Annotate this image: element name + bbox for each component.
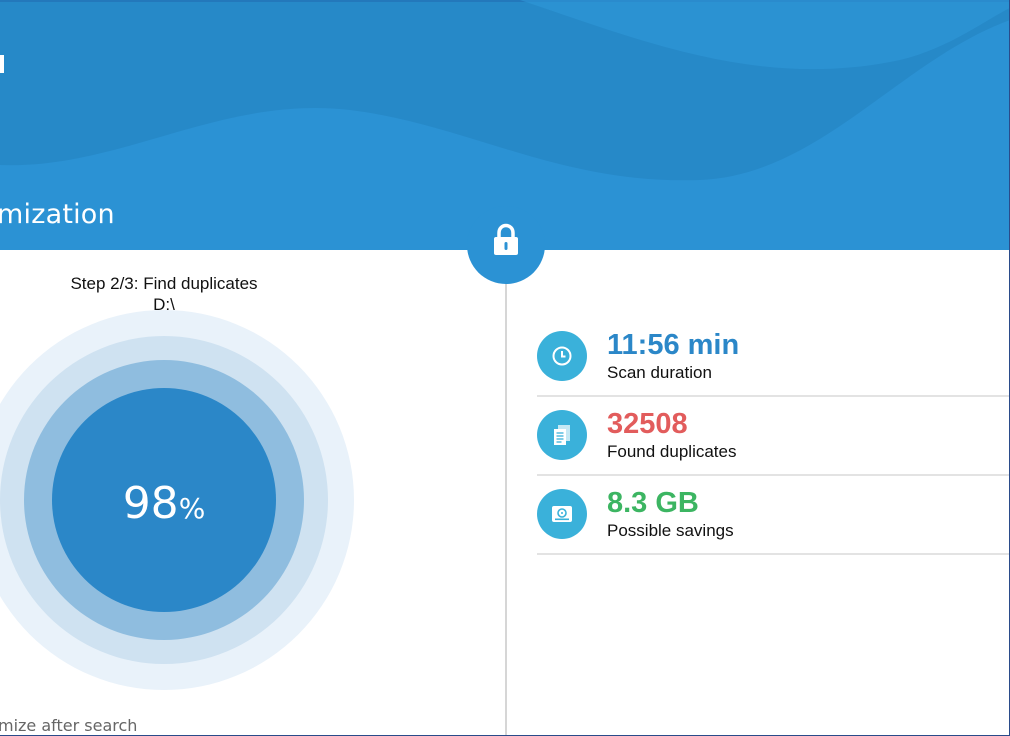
stat-label: Found duplicates — [607, 442, 737, 461]
stat-value: 32508 — [607, 408, 688, 440]
progress-percent-sign: % — [178, 492, 206, 525]
step-label: Step 2/3: Find duplicates — [70, 274, 258, 293]
stat-found-duplicates: 32508 Found duplicates — [537, 397, 1010, 476]
header-banner: mization — [0, 0, 1010, 250]
header-wave-decoration — [0, 0, 1010, 181]
progress-percent: 98% — [52, 478, 276, 529]
header-logo-fragment — [0, 55, 4, 73]
clock-icon — [537, 331, 587, 381]
documents-icon — [537, 410, 587, 460]
stat-label: Possible savings — [607, 521, 734, 540]
hard-drive-icon — [537, 489, 587, 539]
stat-value: 8.3 GB — [607, 487, 699, 519]
scan-path: D:\ — [153, 295, 175, 314]
progress-percent-value: 98 — [122, 478, 179, 529]
stat-label: Scan duration — [607, 363, 712, 382]
page-title: mization — [0, 199, 115, 230]
stat-possible-savings: 8.3 GB Possible savings — [537, 476, 1010, 555]
optimize-after-search-option[interactable]: mize after search — [0, 716, 138, 735]
stat-value: 11:56 min — [607, 329, 740, 361]
panel-divider — [505, 284, 507, 736]
stat-scan-duration: 11:56 min Scan duration — [537, 318, 1010, 397]
lock-icon — [494, 223, 518, 255]
lock-badge — [467, 206, 545, 284]
